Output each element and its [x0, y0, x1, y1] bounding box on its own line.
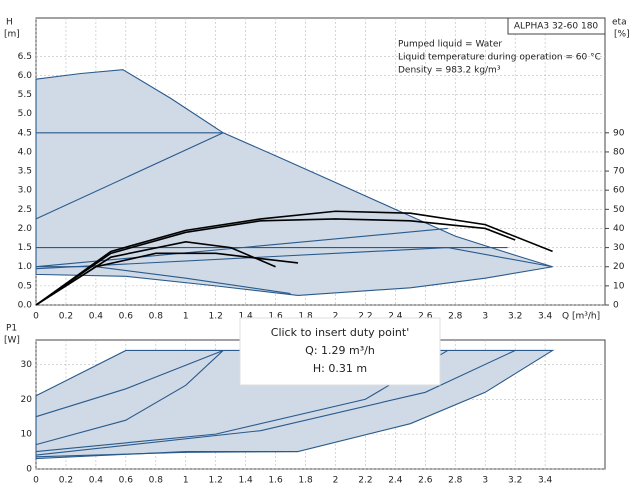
x-tick-label: 1	[183, 312, 189, 322]
y-tick-label: 20	[21, 395, 33, 405]
y2-tick-label: 0	[613, 301, 619, 311]
y-unit: [W]	[4, 336, 20, 346]
x-tick-label: 1.6	[268, 312, 283, 322]
x-tick-label: 2.2	[358, 312, 372, 322]
y2-tick-label: 50	[613, 205, 625, 215]
y2-tick-label: 90	[613, 128, 625, 138]
x-tick-label: 0.6	[119, 476, 134, 486]
pump-curve	[35, 247, 553, 270]
x-tick-label: 1.8	[298, 312, 313, 322]
tooltip-box	[239, 317, 441, 386]
x-tick-label: 3	[482, 312, 488, 322]
info-line: Liquid temperature during operation = 60…	[398, 53, 601, 63]
x-tick-label: 3.4	[538, 312, 553, 322]
x-tick-label: 2	[333, 476, 339, 486]
pump-curve	[35, 350, 224, 446]
y-unit: [m]	[4, 30, 20, 40]
tooltip[interactable]: Click to insert duty point' Q: 1.29 m³/h…	[239, 317, 441, 386]
y-tick-label: 10	[21, 430, 33, 440]
efficiency-curve	[35, 252, 299, 306]
x-tick-label: 2.4	[388, 312, 403, 322]
x-tick-label: 2.4	[388, 476, 403, 486]
y-label: P1	[6, 324, 17, 334]
y-tick-label: 4.0	[18, 147, 33, 157]
y-tick-label: 5.5	[18, 90, 32, 100]
y-tick-label: 0.5	[18, 281, 32, 291]
x-tick-label: 2.8	[448, 476, 463, 486]
y2-tick-label: 20	[613, 262, 625, 272]
x-tick-label: 2.8	[448, 312, 463, 322]
x-tick-label: 1.4	[238, 476, 253, 486]
x-tick-label: 1.2	[209, 476, 223, 486]
x-tick-label: 0.8	[149, 312, 164, 322]
x-tick-label: 0.2	[59, 476, 73, 486]
x-tick-label: 2.6	[418, 312, 433, 322]
x-tick-label: 3.2	[508, 312, 522, 322]
pump-curve	[35, 451, 299, 458]
tooltip-title: Click to insert duty point'	[271, 326, 409, 339]
x-tick-label: 2	[333, 312, 339, 322]
model-box	[507, 17, 606, 35]
y-tick-label: 3.5	[18, 167, 32, 177]
pump-curve	[36, 266, 291, 295]
marks: 0 0.2 0.4 0.6 0.8 1 1.2 1.4 1.6 1.8 2 2.2 2.4 2.6 2.8 3…	[18, 18, 625, 486]
x-tick-label: 0.4	[89, 312, 104, 322]
y2-tick-label: 80	[613, 147, 625, 157]
y-tick-label: 1.5	[18, 243, 32, 253]
pump-curve	[35, 132, 224, 220]
y-tick-label: 0	[26, 465, 32, 475]
y-tick-label: 30	[21, 360, 33, 370]
x-tick-label: 3.2	[508, 476, 522, 486]
x-tick-label: 0	[33, 312, 39, 322]
efficiency-curve	[35, 210, 553, 306]
x-tick-label: 1.8	[298, 476, 313, 486]
y-tick-label: 6.5	[18, 52, 32, 62]
x-label: Q [m³/h]	[562, 312, 600, 322]
x-tick-label: 1	[183, 476, 189, 486]
x-tick-label: 0.6	[119, 312, 134, 322]
x-tick-label: 2.6	[418, 476, 433, 486]
tooltip-q: Q: 1.29 m³/h	[305, 344, 375, 357]
y-tick-label: 2.0	[18, 224, 33, 234]
x-tick-label: 0.4	[89, 476, 104, 486]
y2-tick-label: 40	[613, 224, 625, 234]
y-tick-label: 4.5	[18, 128, 32, 138]
y-tick-label: 0.0	[18, 301, 33, 311]
y-label: H	[6, 18, 13, 28]
x-tick-label: 0.2	[59, 312, 73, 322]
x-tick-label: 2.2	[358, 476, 372, 486]
info-line: Density = 983.2 kg/m³	[398, 66, 501, 76]
y-tick-label: 2.5	[18, 205, 32, 215]
y-tick-label: 5.0	[18, 109, 33, 119]
y2-tick-label: 10	[613, 281, 625, 291]
x-tick-label: 3.4	[538, 476, 553, 486]
info-line: Pumped liquid = Water	[398, 40, 502, 50]
y2-tick-label: 30	[613, 243, 625, 253]
pump-curve	[35, 349, 224, 418]
x-tick-label: 0.8	[149, 476, 164, 486]
x-tick-label: 1.4	[238, 312, 253, 322]
y-tick-label: 6.0	[18, 71, 33, 81]
x-tick-label: 1.6	[268, 476, 283, 486]
model: ALPHA3 32-60 180	[514, 22, 599, 32]
y2-tick-label: 60	[613, 186, 625, 196]
y2-tick-label: 70	[613, 167, 625, 177]
y-tick-label: 3.0	[18, 186, 33, 196]
operating-area	[35, 69, 553, 296]
x-tick-label: 1.2	[209, 312, 223, 322]
x-tick-label: 0	[33, 476, 39, 486]
y-tick-label: 1.0	[18, 262, 33, 272]
efficiency-curve	[35, 218, 516, 306]
y2-unit: [%]	[614, 30, 630, 40]
y2-label: eta	[612, 18, 627, 28]
pump-curve	[35, 349, 516, 456]
x-tick-label: 3	[482, 476, 488, 486]
tooltip-h: H: 0.31 m	[313, 362, 367, 375]
